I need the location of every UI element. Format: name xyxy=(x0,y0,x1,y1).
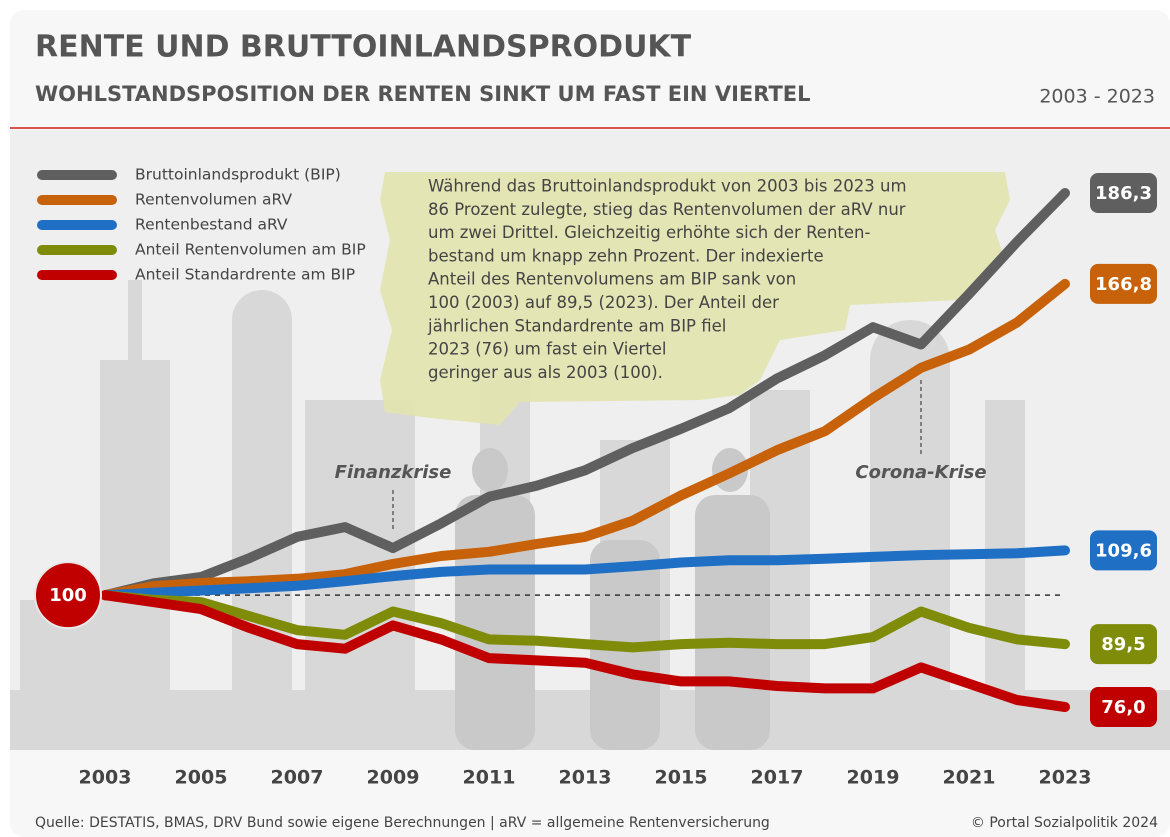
x-tick-label: 2013 xyxy=(559,767,612,789)
x-tick-label: 2011 xyxy=(463,767,516,789)
note-line: 86 Prozent zulegte, stieg das Rentenvolu… xyxy=(428,200,906,219)
annotation: Finanzkrise xyxy=(335,462,452,483)
end-label: 76,0 xyxy=(1101,697,1145,718)
note-line: 2023 (76) um fast ein Viertel xyxy=(428,340,666,359)
note-line: Während das Bruttoinlandsprodukt von 200… xyxy=(428,177,907,196)
chart-subtitle: WOHLSTANDSPOSITION DER RENTEN SINKT UM F… xyxy=(35,82,811,106)
x-tick-label: 2007 xyxy=(271,767,324,789)
legend-label: Rentenbestand aRV xyxy=(135,216,288,234)
x-tick-label: 2019 xyxy=(847,767,900,789)
x-tick-label: 2015 xyxy=(655,767,708,789)
x-tick-label: 2003 xyxy=(79,767,132,789)
end-label: 166,8 xyxy=(1095,274,1152,295)
source: Quelle: DESTATIS, BMAS, DRV Bund sowie e… xyxy=(35,815,770,831)
x-tick-label: 2021 xyxy=(943,767,996,789)
legend-label: Anteil Standardrente am BIP xyxy=(135,266,355,284)
legend-label: Bruttoinlandsprodukt (BIP) xyxy=(135,166,341,184)
note-line: geringer aus als 2003 (100). xyxy=(428,363,663,382)
note-line: jährlichen Standardrente am BIP fiel xyxy=(427,316,726,335)
legend-label: Anteil Rentenvolumen am BIP xyxy=(135,241,366,259)
chart-title: RENTE UND BRUTTOINLANDSPRODUKT xyxy=(35,30,692,65)
x-tick-label: 2023 xyxy=(1039,767,1092,789)
legend-label: Rentenvolumen aRV xyxy=(135,191,292,209)
note-line: bestand um knapp zehn Prozent. Der index… xyxy=(428,246,824,265)
end-label: 109,6 xyxy=(1095,540,1152,561)
x-tick-label: 2017 xyxy=(751,767,804,789)
start-label: 100 xyxy=(49,585,87,606)
x-tick-label: 2009 xyxy=(367,767,420,789)
annotation: Corona-Krise xyxy=(855,462,986,483)
note-line: Anteil des Rentenvolumens am BIP sank vo… xyxy=(428,270,796,289)
end-label: 89,5 xyxy=(1101,634,1145,655)
copyright: © Portal Sozialpolitik 2024 xyxy=(971,815,1158,831)
period: 2003 - 2023 xyxy=(1039,86,1155,108)
note-line: 100 (2003) auf 89,5 (2023). Der Anteil d… xyxy=(428,293,779,312)
end-label: 186,3 xyxy=(1095,183,1152,204)
note-line: um zwei Drittel. Gleichzeitig erhöhte si… xyxy=(428,223,870,242)
x-tick-label: 2005 xyxy=(175,767,228,789)
chart: RENTE UND BRUTTOINLANDSPRODUKT WOHLSTAND… xyxy=(0,0,1170,837)
